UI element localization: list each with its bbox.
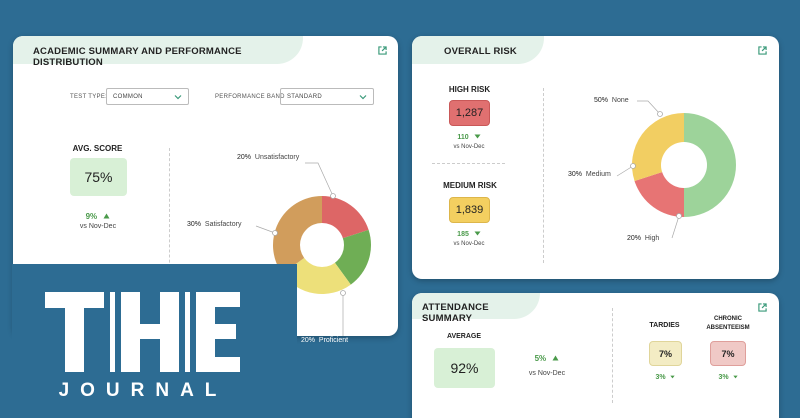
high-risk-vs: vs Nov-Dec [453,144,485,150]
callout-leaders [255,162,346,336]
the-journal-logo: JOURNAL [12,264,297,418]
chronic-absenteeism-delta: 3% [708,374,748,381]
avg-score-delta: 9% [73,212,123,221]
chronic-absenteeism-box: 7% [710,341,746,366]
tardies-title: TARDIES [649,322,680,329]
callout-none: 50% None [594,97,629,104]
test-type-select[interactable]: COMMON [106,88,189,105]
callout-high: 20% High [627,235,660,242]
avg-score-title: AVG. SCORE [72,144,123,153]
attendance-average-vs: vs Nov-Dec [528,370,566,377]
callout-satisfactory: 30% Satisfactory [187,221,242,228]
donut-slice-proficient [282,245,351,294]
divider [432,163,505,164]
academic-summary-title: ACADEMIC SUMMARY AND PERFORMANCE DISTRIB… [13,36,303,68]
chronic-absenteeism-value: 7% [721,348,735,359]
logo-lettering: JOURNAL [45,292,240,401]
attendance-summary-title: ATTENDANCE SUMMARY [412,293,540,324]
tardies-value: 7% [658,348,672,359]
arrow-down-icon [474,134,481,139]
avg-score-vs: vs Nov-Dec [79,223,117,230]
callout-proficient: 20% Proficient [301,337,349,344]
arrow-down-icon [669,375,675,379]
callout-medium: 30% Medium [568,171,611,178]
tardies-box: 7% [649,341,682,366]
overall-risk-card: OVERALL RISK HIGH RISK 1,287 110 vs Nov-… [412,36,779,279]
chevron-down-icon [174,95,182,100]
high-risk-delta: 110 [444,134,494,141]
chevron-down-icon [359,95,367,100]
tardies-delta: 3% [645,374,685,381]
performance-band-value: STANDARD [287,94,322,100]
donut-slice-none [684,113,736,217]
test-type-label: TEST TYPE: [70,94,108,100]
performance-band-select[interactable]: STANDARD [280,88,374,105]
attendance-summary-card: ATTENDANCE SUMMARY AVERAGE 92% 5% vs Nov… [412,293,779,418]
attendance-average-value: 92% [450,360,479,376]
performance-band-label: PERFORMANCE BAND [215,94,285,100]
divider [612,308,613,403]
medium-risk-vs: vs Nov-Dec [453,241,485,247]
chronic-absenteeism-title: CHRONIC ABSENTEEISM [706,316,750,331]
avg-score-box: 75% [70,158,127,196]
callout-unsatisfactory: 20% Unsatisfactory [237,154,300,161]
divider [543,88,544,263]
arrow-up-icon [552,355,559,361]
avg-score-value: 75% [84,169,113,185]
medium-risk-delta: 185 [444,231,494,238]
arrow-down-icon [732,375,738,379]
arrow-down-icon [474,231,481,236]
overall-risk-title: OVERALL RISK [412,36,544,64]
callout-leaders [616,100,682,239]
external-link-icon[interactable] [758,46,767,55]
svg-text:JOURNAL: JOURNAL [59,380,228,401]
external-link-icon[interactable] [378,46,387,55]
divider [169,148,170,288]
high-risk-value: 1,287 [455,107,484,119]
medium-risk-box: 1,839 [449,197,490,223]
attendance-average-box: 92% [434,348,495,388]
high-risk-title: HIGH RISK [448,85,491,94]
arrow-up-icon [103,213,110,219]
donut-slice-satisfactory [273,196,322,274]
risk-donut-chart [632,113,736,217]
external-link-icon[interactable] [758,303,767,312]
medium-risk-title: MEDIUM RISK [443,181,497,190]
performance-donut-chart [273,196,371,294]
high-risk-box: 1,287 [449,100,490,126]
attendance-average-delta: 5% [522,354,572,363]
medium-risk-value: 1,839 [455,204,484,216]
test-type-value: COMMON [113,94,143,100]
attendance-average-title: AVERAGE [446,333,482,340]
